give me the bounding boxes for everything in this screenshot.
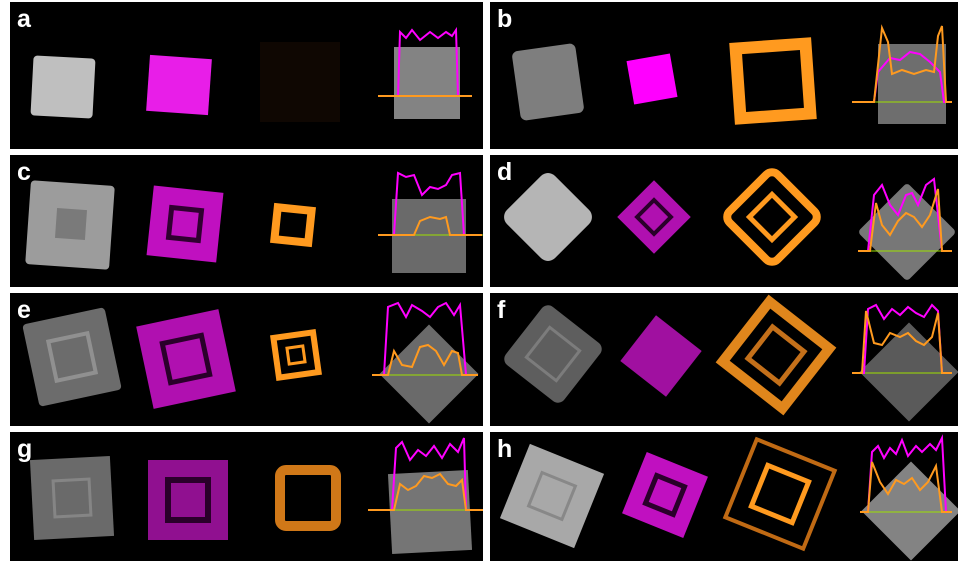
panel-g-figure — [29, 437, 483, 555]
panel-label: e — [17, 296, 31, 324]
panel-h: h — [490, 432, 958, 561]
magenta-profile — [378, 171, 482, 236]
magenta-gap — [642, 472, 688, 518]
panel-b: b — [490, 2, 958, 149]
orange-profile — [852, 24, 952, 103]
panel-e: e — [10, 293, 483, 426]
panel-label: h — [497, 435, 513, 463]
profile-tem — [387, 469, 473, 555]
magenta-map — [617, 180, 691, 254]
panel-a-figure — [30, 26, 472, 122]
magenta-gap — [165, 204, 205, 244]
panel-d-figure — [504, 168, 955, 280]
orange-map — [723, 168, 821, 266]
orange-map — [260, 42, 340, 122]
magenta-map — [146, 54, 212, 116]
panel-label: b — [497, 5, 513, 33]
orange-profile — [372, 343, 478, 376]
tem-core — [54, 207, 88, 241]
orange-profile — [378, 215, 482, 236]
orange-map — [270, 202, 316, 248]
magenta-profile — [858, 177, 952, 252]
magenta-map — [146, 185, 224, 263]
magenta-gap — [634, 197, 674, 237]
orange-map — [715, 294, 837, 416]
tem-image — [504, 173, 592, 261]
tem-image — [22, 307, 122, 407]
orange-profile — [860, 461, 952, 513]
profile-tem — [859, 322, 958, 422]
magenta-map — [620, 315, 702, 397]
orange-profile — [858, 188, 952, 252]
orange-map — [275, 465, 341, 531]
panel-label: d — [497, 158, 513, 186]
orange-inner — [748, 462, 812, 526]
magenta-profile — [378, 26, 472, 97]
profile-tem — [859, 184, 955, 280]
orange-profile — [368, 472, 483, 511]
orange-profile — [852, 310, 952, 374]
tem-image — [504, 305, 602, 403]
magenta-profile — [852, 303, 952, 374]
panel-label: g — [17, 435, 33, 463]
tem-image — [512, 43, 584, 121]
tem-inner-ring — [45, 330, 99, 384]
orange-inner — [285, 344, 307, 366]
orange-map — [729, 37, 817, 125]
panel-f: f — [490, 293, 958, 426]
panel-a: a — [10, 2, 483, 149]
panel-g: g — [10, 432, 483, 561]
panel-label: c — [17, 158, 31, 186]
tem-inner-ring — [51, 477, 93, 519]
tem-image — [499, 443, 605, 549]
orange-inner — [745, 190, 799, 244]
panel-c: c — [10, 155, 483, 287]
magenta-profile — [372, 301, 478, 376]
orange-map — [270, 329, 322, 381]
panel-e-figure — [22, 301, 479, 424]
magenta-profile — [368, 437, 483, 511]
tem-inner-ring — [524, 325, 582, 383]
tem-image — [30, 55, 96, 119]
panel-f-figure — [504, 294, 958, 422]
profile-tem — [861, 461, 958, 561]
magenta-profile — [860, 434, 952, 513]
panel-h-figure — [499, 434, 958, 561]
profile-tem — [394, 47, 460, 119]
magenta-map — [626, 53, 678, 105]
orange-inner — [744, 323, 808, 387]
panel-d: d — [490, 155, 958, 287]
panel-label: a — [17, 5, 31, 33]
panel-c-figure — [25, 171, 483, 273]
magenta-map — [622, 452, 708, 538]
magenta-map — [136, 309, 236, 409]
magenta-map — [148, 460, 228, 540]
panel-b-figure — [512, 24, 952, 125]
orange-map — [722, 436, 838, 552]
panel-label: f — [497, 296, 506, 324]
tem-image — [29, 455, 115, 541]
magenta-gap — [165, 477, 211, 523]
tem-inner-ring — [526, 470, 578, 522]
magenta-gap — [159, 332, 213, 386]
